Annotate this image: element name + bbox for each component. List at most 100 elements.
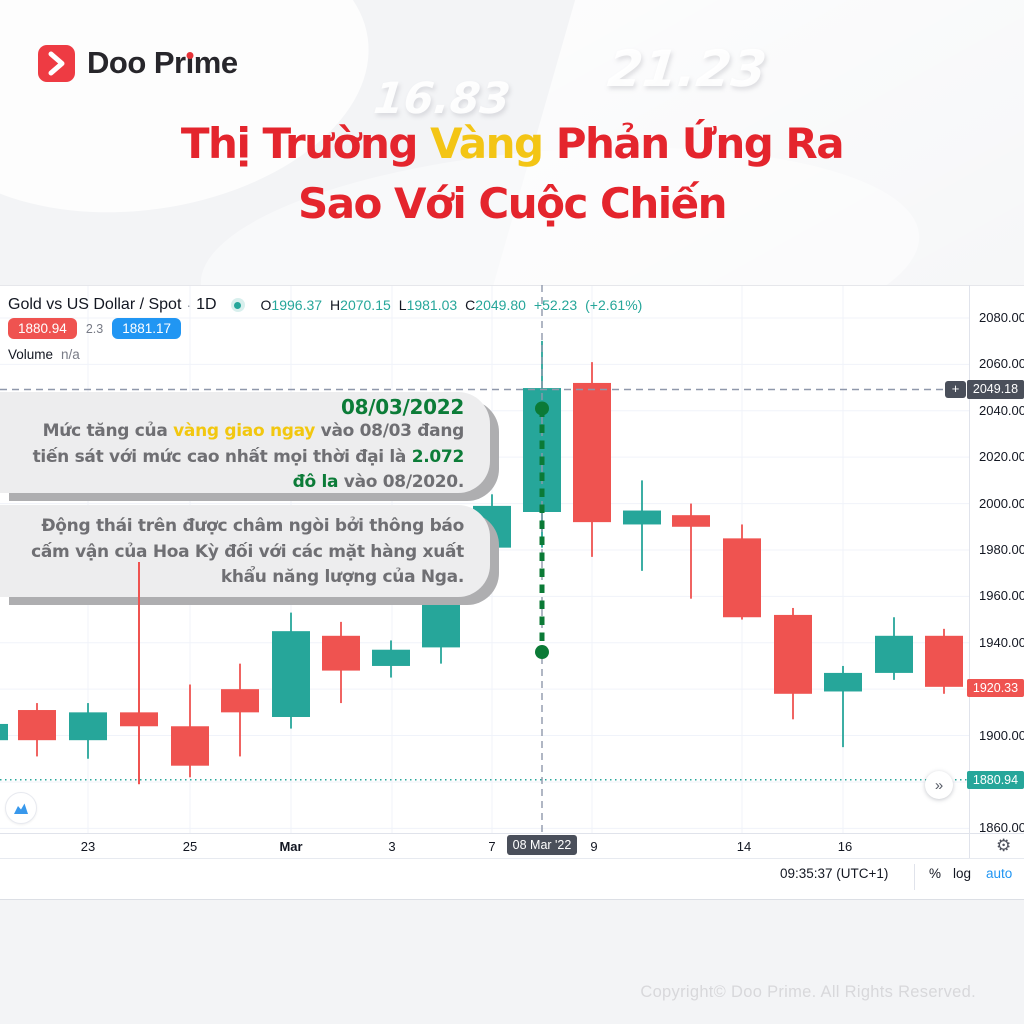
- callout-spot-gold-high: 08/03/2022 Mức tăng của vàng giao ngay v…: [0, 392, 490, 493]
- crosshair-date-badge: 08 Mar '22: [507, 835, 577, 855]
- volume-row: Volume n/a: [8, 347, 80, 362]
- logo-text-part: Doo Pr: [87, 45, 186, 80]
- callout-text: Mức tăng của vàng giao ngay vào 08/03 đa…: [12, 419, 465, 496]
- title-line-2: Sao Với Cuộc Chiến: [0, 174, 1024, 234]
- close-label: C: [465, 297, 476, 313]
- price-axis-label: 1900.00: [979, 727, 1024, 743]
- title-line-1: Thị Trường Vàng Phản Ứng Ra: [0, 114, 1024, 174]
- callout-text-part: Mức tăng của: [42, 421, 174, 441]
- event-marker-bottom-dot: [535, 645, 549, 660]
- time-axis-tick: Mar: [279, 839, 303, 854]
- price-axis-label: 1960.00: [979, 588, 1024, 604]
- doo-prime-logo-text: Doo Prıme: [87, 44, 238, 82]
- callout-text: Động thái trên được châm ngòi bởi thông …: [12, 514, 464, 591]
- callout-text-part: vào 08/2020.: [338, 472, 465, 492]
- title-text: Thị Trường: [180, 119, 431, 168]
- volume-value: n/a: [61, 347, 80, 362]
- last-price-axis-badge: 1880.94: [967, 770, 1024, 789]
- copyright-text: Copyright© Doo Prime. All Rights Reserve…: [640, 983, 976, 1001]
- candle-body: [774, 614, 812, 694]
- toolbar-border: [0, 858, 1024, 859]
- chart-style-button[interactable]: [5, 792, 37, 824]
- candle-body: [171, 726, 209, 766]
- callout-text-part: Động thái trên được châm ngòi bởi thông …: [31, 516, 464, 587]
- percent-scale-button[interactable]: %: [929, 866, 942, 881]
- clock-utc[interactable]: 09:35:37 (UTC+1): [780, 866, 889, 881]
- candle-body: [723, 538, 761, 618]
- bid-axis-badge: 1920.33: [967, 679, 1024, 698]
- candle-body: [69, 712, 107, 741]
- scroll-to-latest-button[interactable]: »: [925, 771, 953, 799]
- candle-body: [372, 649, 410, 666]
- add-alert-plus-button[interactable]: +: [945, 380, 966, 398]
- time-axis-tick: 14: [736, 839, 752, 854]
- poster-title: Thị Trường Vàng Phản Ứng Ra Sao Với Cuộc…: [0, 114, 1024, 234]
- price-axis-label: 1940.00: [979, 634, 1024, 650]
- highlighted-candle-wick: [137, 561, 141, 785]
- market-status-icon: [230, 298, 245, 312]
- mountain-chart-icon: [14, 803, 28, 814]
- low-value: 1981.03: [406, 297, 458, 313]
- arrow-glyph-icon: [48, 51, 65, 75]
- title-text: Phản Ứng Ra: [542, 119, 845, 168]
- separator-dot: ·: [186, 297, 192, 313]
- price-axis-label: 2080.00: [979, 310, 1024, 325]
- ohlc-values: O1996.37 H2070.15 L1981.03 C2049.80 +52.23 (+…: [261, 297, 651, 313]
- bid-ask-row: 1880.94 2.3 1881.17: [8, 318, 182, 339]
- open-label: O: [260, 297, 272, 313]
- spread-value: 2.3: [85, 321, 104, 336]
- title-highlight-gold: Vàng: [430, 119, 544, 168]
- volume-label: Volume: [8, 347, 54, 362]
- doo-prime-logo: Doo Prıme: [38, 44, 238, 82]
- candle-body: [824, 672, 862, 692]
- callout-text-part: vào 08/03 đang tiến sát với mức cao nhất…: [32, 421, 465, 467]
- background-watermark-number: 21.23: [604, 40, 770, 98]
- interval-selector[interactable]: 1D: [196, 296, 217, 313]
- high-label: H: [330, 297, 341, 313]
- price-axis-label: 2020.00: [979, 449, 1024, 465]
- candle-body: [925, 635, 963, 687]
- change-percent: (+2.61%): [585, 297, 643, 313]
- candle-body: [573, 382, 611, 523]
- callout-highlight-yellow: vàng giao ngay: [173, 421, 316, 441]
- time-axis-tick: 9: [590, 839, 598, 854]
- price-axis-label: 1860.00: [979, 820, 1024, 836]
- time-axis-tick: 7: [488, 839, 496, 854]
- gear-settings-icon[interactable]: ⚙: [996, 836, 1012, 856]
- candle-body: [18, 710, 56, 741]
- candle-body: [672, 515, 710, 527]
- title-text: Sao Với Cuộc Chiến: [297, 179, 728, 228]
- auto-scale-button[interactable]: auto: [986, 866, 1013, 881]
- candlestick-chart[interactable]: [0, 285, 1024, 833]
- crosshair-price-badge: 2049.18: [967, 379, 1024, 399]
- time-axis-tick: 23: [80, 839, 96, 854]
- candle-body: [422, 601, 460, 648]
- ask-price-badge[interactable]: 1881.17: [112, 318, 182, 339]
- price-axis-label: 1980.00: [979, 541, 1024, 557]
- logo-text-part: me: [193, 45, 238, 80]
- logo-red-dot-i: ı: [185, 45, 195, 80]
- candle-body: [272, 631, 310, 717]
- price-axis-label: 2060.00: [979, 356, 1024, 372]
- open-value: 1996.37: [271, 297, 323, 313]
- log-scale-button[interactable]: log: [953, 866, 972, 881]
- candle-body: [322, 635, 360, 671]
- toolbar-divider: [914, 864, 915, 890]
- time-axis-tick: 3: [388, 839, 396, 854]
- event-marker-top-dot: [535, 401, 549, 416]
- change-value: +52.23: [533, 297, 578, 313]
- time-axis-tick: 25: [182, 839, 198, 854]
- symbol-name[interactable]: Gold vs US Dollar / Spot: [8, 296, 182, 313]
- bid-price-badge[interactable]: 1880.94: [8, 318, 77, 339]
- callout-date: 08/03/2022: [341, 395, 464, 419]
- price-axis-label: 2000.00: [979, 495, 1024, 511]
- low-label: L: [398, 297, 407, 313]
- price-axis-label: 2040.00: [979, 402, 1024, 418]
- candle-body: [0, 723, 8, 741]
- callout-us-ban-news: Động thái trên được châm ngòi bởi thông …: [0, 505, 490, 597]
- chart-header: Gold vs US Dollar / Spot · 1D O1996.37 H 2…: [8, 295, 650, 315]
- double-chevron-right-icon: »: [934, 776, 944, 794]
- close-value: 2049.80: [475, 297, 526, 313]
- time-axis-tick: 16: [837, 839, 853, 854]
